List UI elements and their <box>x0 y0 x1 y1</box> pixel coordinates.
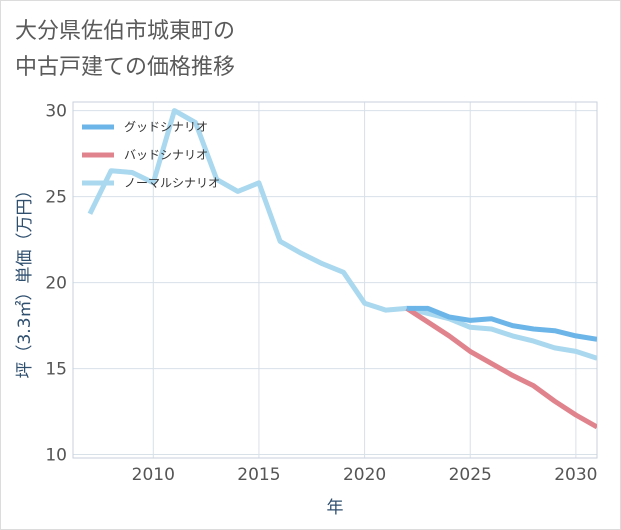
y-tick-label: 10 <box>45 446 67 466</box>
legend-item: グッドシナリオ <box>82 120 208 134</box>
plot-area <box>72 101 598 459</box>
legend-label: グッドシナリオ <box>124 120 208 134</box>
x-tick-label: 2015 <box>237 465 280 485</box>
x-axis-label: 年 <box>327 498 344 518</box>
chart-title-line-2: 中古戸建ての価格推移 <box>15 55 236 80</box>
grid-lines <box>73 102 597 458</box>
y-tick-label: 15 <box>45 360 67 380</box>
x-tick-label: 2020 <box>343 465 386 485</box>
series-line-good <box>406 305 597 342</box>
chart-title-line-1: 大分県佐伯市城東町の <box>15 19 236 44</box>
x-tick-label: 2025 <box>449 465 492 485</box>
series-line-normal <box>87 108 597 361</box>
legend-item: ノーマルシナリオ <box>82 176 220 190</box>
y-tick-label: 25 <box>45 188 67 208</box>
y-tick-label: 20 <box>45 274 67 294</box>
legend-label: バッドシナリオ <box>124 148 208 162</box>
series-lines <box>87 108 597 430</box>
x-tick-label: 2010 <box>132 465 175 485</box>
chart-title: 大分県佐伯市城東町の 中古戸建ての価格推移 <box>15 14 235 86</box>
y-tick-label: 30 <box>45 102 67 122</box>
legend-item: バッドシナリオ <box>82 148 208 162</box>
legend-label: ノーマルシナリオ <box>124 176 220 190</box>
x-tick-label: 2030 <box>554 465 597 485</box>
y-axis-label: 坪（3.3㎡）単価（万円） <box>15 181 35 378</box>
series-line-bad <box>405 306 597 430</box>
